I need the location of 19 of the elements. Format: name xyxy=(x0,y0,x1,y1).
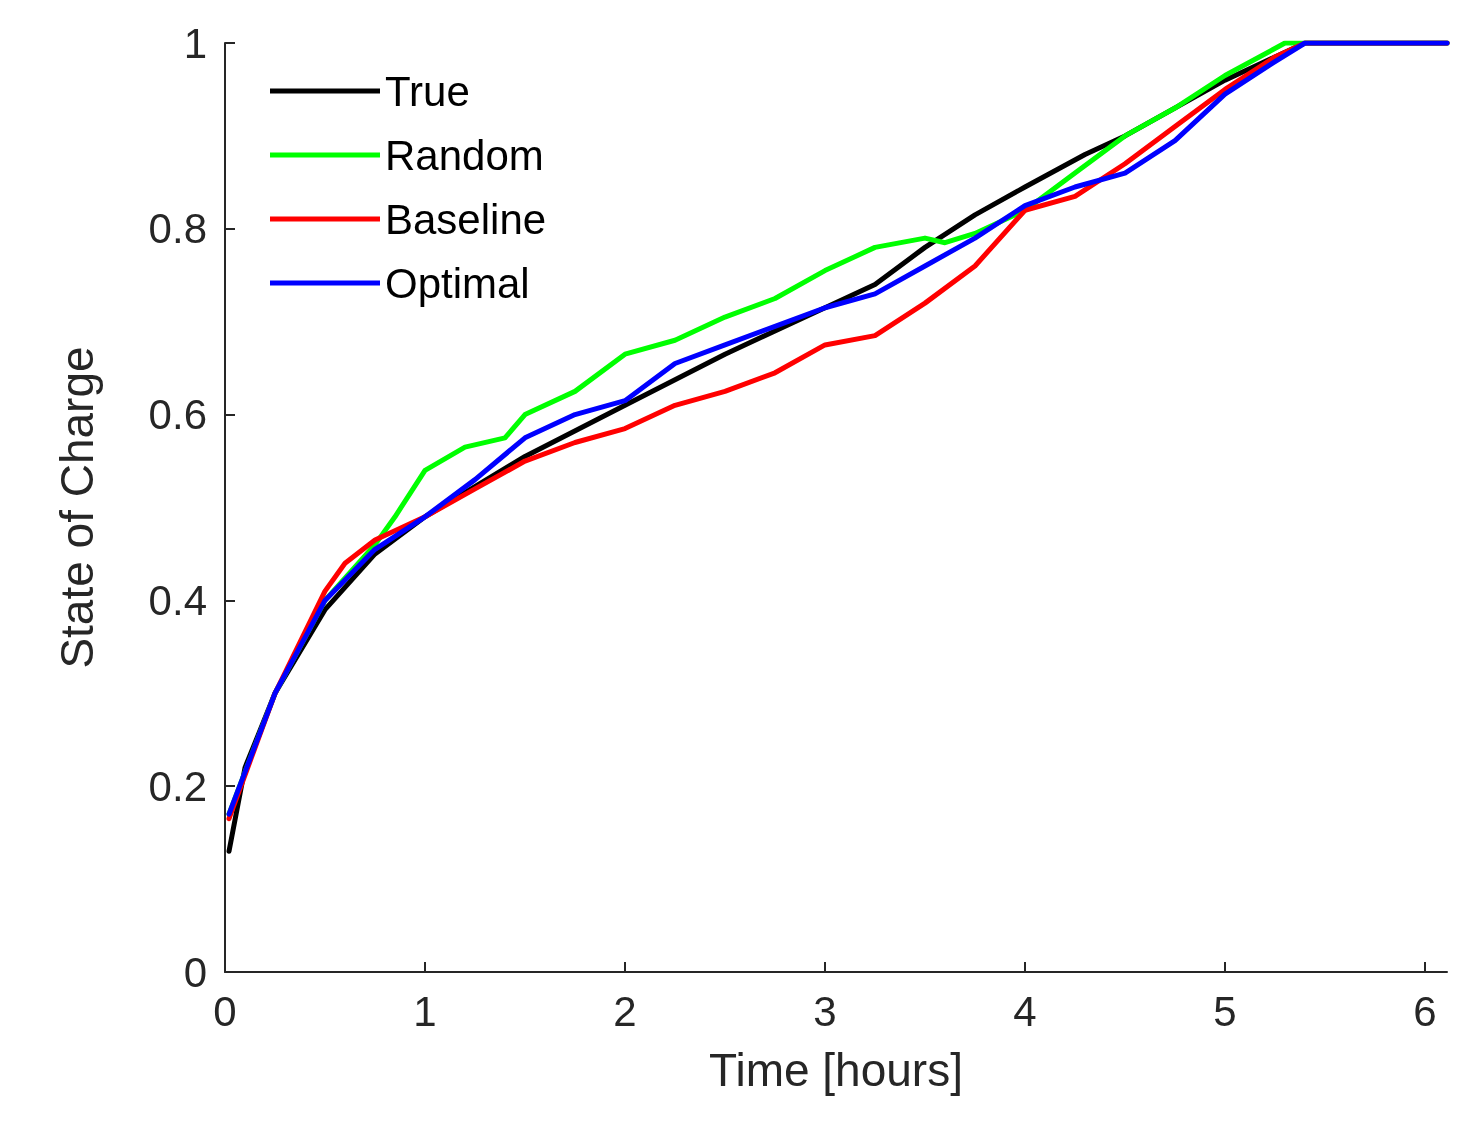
y-tick-label: 0.2 xyxy=(148,762,207,810)
x-tick-label: 1 xyxy=(413,987,437,1035)
x-tick-label: 6 xyxy=(1413,987,1437,1035)
x-tick-label: 0 xyxy=(213,987,237,1035)
y-tick-label: 0.8 xyxy=(148,205,207,253)
y-tick-label: 0.4 xyxy=(148,576,207,624)
y-tick-label: 0 xyxy=(183,948,207,996)
legend-label: True xyxy=(385,67,470,115)
legend-label: Random xyxy=(385,131,544,179)
y-tick-label: 0.6 xyxy=(148,391,207,439)
y-axis-title: State of Charge xyxy=(51,346,103,669)
y-tick-label: 1 xyxy=(183,19,207,67)
x-tick-label: 2 xyxy=(613,987,637,1035)
x-tick-label: 3 xyxy=(813,987,837,1035)
x-axis-title: Time [hours] xyxy=(709,1044,963,1096)
x-tick-label: 5 xyxy=(1213,987,1237,1035)
legend-label: Optimal xyxy=(385,259,530,307)
x-tick-label: 4 xyxy=(1013,987,1037,1035)
legend-label: Baseline xyxy=(385,195,547,243)
